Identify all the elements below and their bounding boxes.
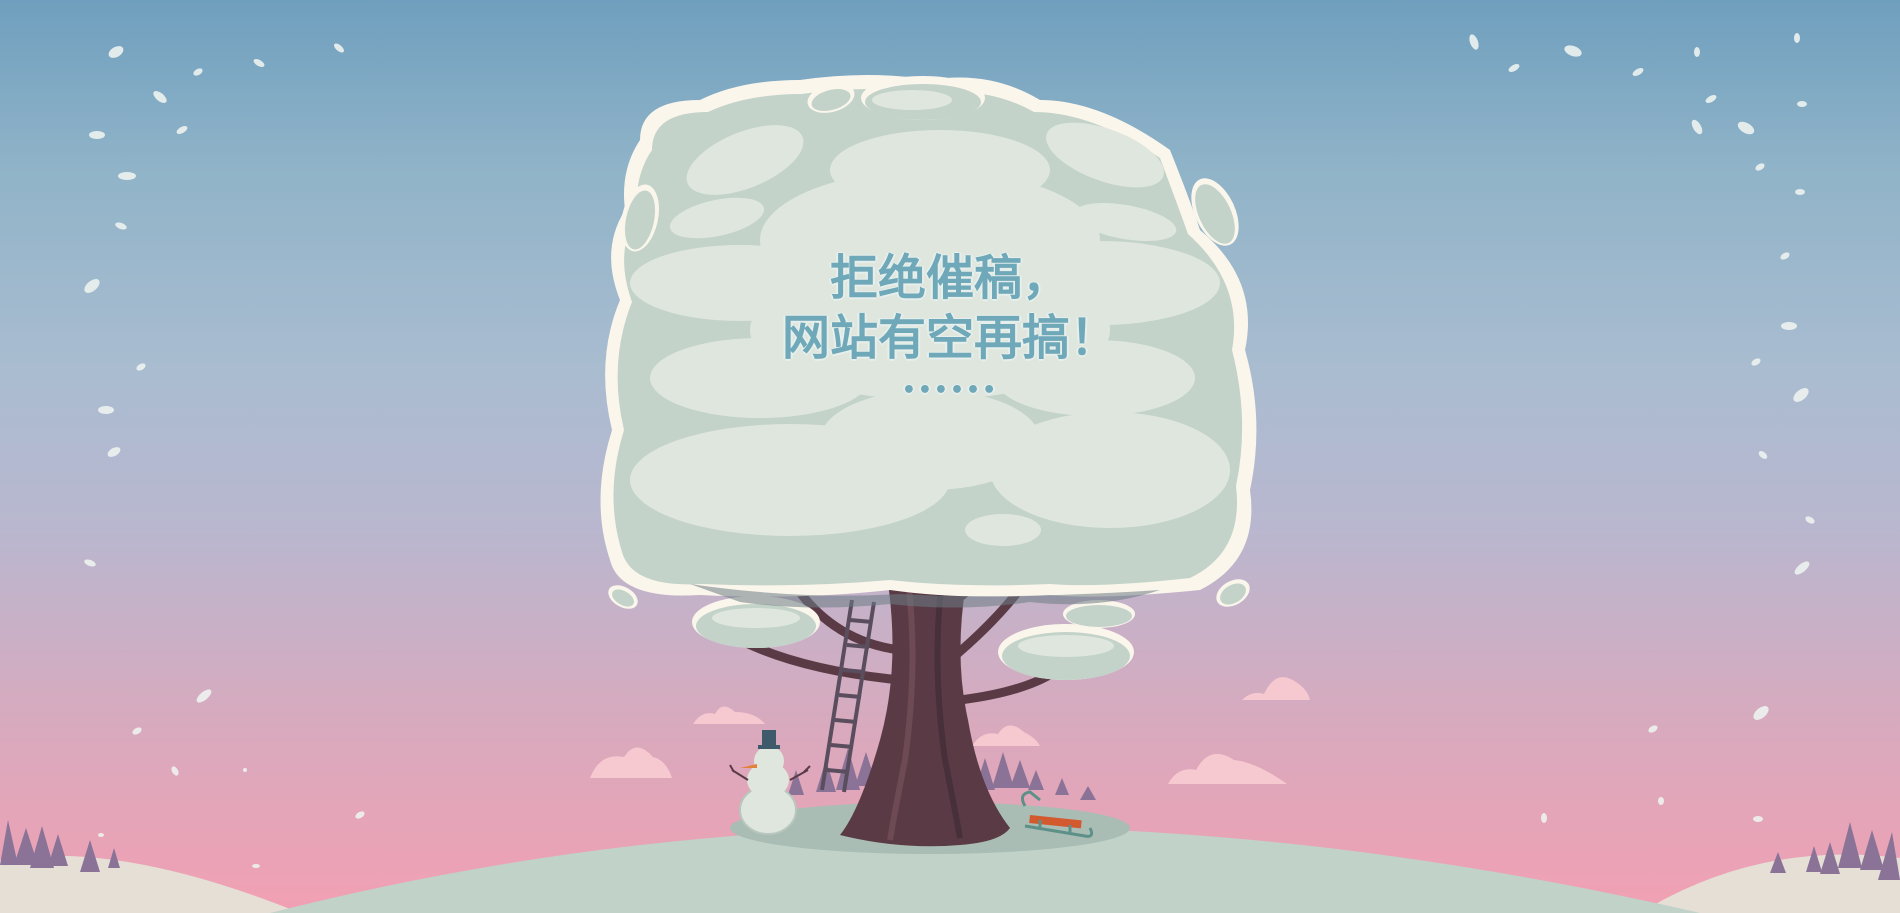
snowman-icon <box>729 730 811 835</box>
loading-dots: •••••• <box>901 378 999 403</box>
main-hill <box>270 826 1700 913</box>
ladder-icon <box>820 599 876 793</box>
tree-icon <box>600 75 1257 609</box>
message-line-1: 拒绝催稿， <box>829 250 1070 306</box>
right-hill <box>1640 822 1900 913</box>
pink-clouds <box>590 677 1310 784</box>
message-line-2: 网站有空再搞！ <box>781 310 1118 366</box>
snowflakes <box>84 33 1815 868</box>
sled-icon <box>1020 790 1094 838</box>
message-box: 拒绝催稿， 网站有空再搞！ •••••• <box>700 248 1200 406</box>
left-hill <box>0 820 300 913</box>
branch-snow <box>692 596 1135 680</box>
